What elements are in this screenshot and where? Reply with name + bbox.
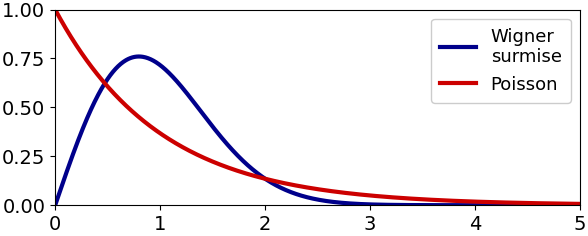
Wigner
surmise: [461, 204, 468, 206]
Line: Poisson: Poisson: [55, 10, 580, 204]
Wigner
surmise: [105, 76, 112, 79]
Poisson: [412, 198, 419, 200]
Poisson: [576, 202, 583, 205]
Wigner
surmise: [576, 204, 583, 206]
Wigner
surmise: [135, 55, 142, 58]
Wigner
surmise: [412, 204, 419, 206]
Wigner
surmise: [470, 204, 477, 206]
Line: Wigner
surmise: Wigner surmise: [55, 56, 580, 205]
Poisson: [105, 86, 112, 89]
Poisson: [264, 178, 271, 181]
Poisson: [283, 182, 290, 185]
Poisson: [470, 200, 477, 203]
Poisson: [460, 200, 467, 203]
Wigner
surmise: [264, 179, 271, 182]
Legend: Wigner
surmise, Poisson: Wigner surmise, Poisson: [431, 19, 570, 103]
Wigner
surmise: [52, 204, 59, 206]
Poisson: [52, 8, 59, 11]
Wigner
surmise: [283, 189, 290, 192]
